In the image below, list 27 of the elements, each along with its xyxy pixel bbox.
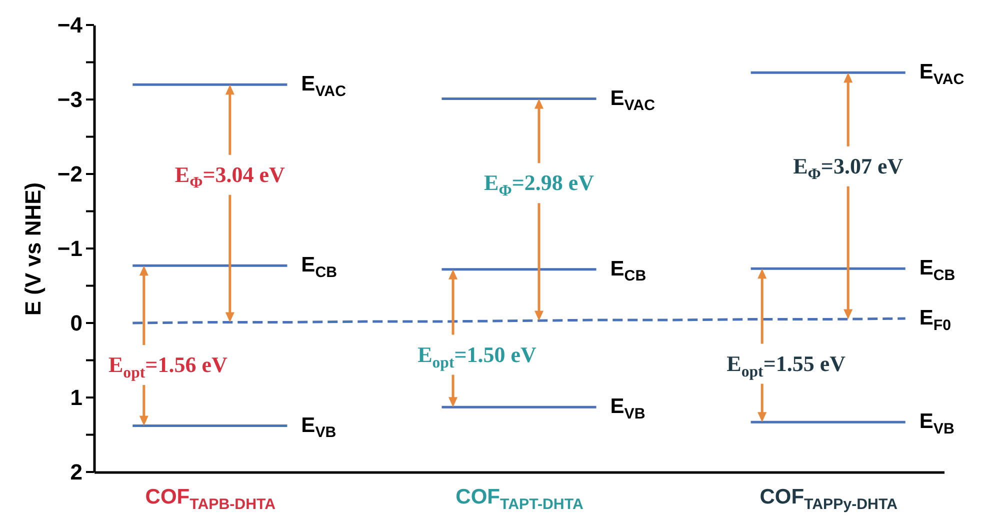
y-tick-label: 0: [70, 310, 82, 336]
y-tick-label: −1: [57, 236, 82, 261]
text: E$_{CB}$: [610, 257, 646, 285]
annotation: E$_{opt}$=1.55 eV: [726, 350, 846, 380]
annotation: E$_{Φ}$=2.98 eV: [484, 170, 594, 200]
series-label: E$_{F0}$: [919, 306, 952, 334]
y-tick-label: −2: [57, 162, 82, 186]
y-tick-label: −4: [57, 12, 84, 38]
text: E$_{CB}$: [919, 256, 956, 284]
x-tick-label: COF$_{TAPT-DHTA}$: [456, 486, 584, 513]
annotation: E$_{Φ}$=3.04 eV: [174, 162, 286, 192]
x-tick-label: COF$_{TAPB-DHTA}$: [145, 486, 276, 513]
y-axis-title: E (V vs NHE): [20, 182, 46, 316]
y-tick-label: −3: [57, 87, 82, 112]
text: E$_{VB}$: [610, 395, 646, 422]
annotation: E$_{opt}$=1.50 eV: [418, 342, 537, 372]
x-tick-label: COF$_{TAPPy-DHTA}$: [760, 486, 898, 513]
annotation: E$_{opt}$=1.56 eV: [108, 352, 228, 382]
text: E$_{VB}$: [919, 410, 954, 438]
y-tick-label: 2: [70, 460, 82, 484]
series-label: E$_{VB}$: [301, 414, 336, 442]
series-label: E$_{CB}$: [301, 254, 338, 281]
series-label: E$_{VAC}$: [919, 60, 964, 88]
text: E$_{VAC}$: [610, 86, 656, 114]
annotation: E$_{Φ}$=3.07 eV: [793, 153, 904, 183]
text: E$_{VAC}$: [301, 72, 346, 100]
y-tick-label: 1: [70, 385, 82, 410]
